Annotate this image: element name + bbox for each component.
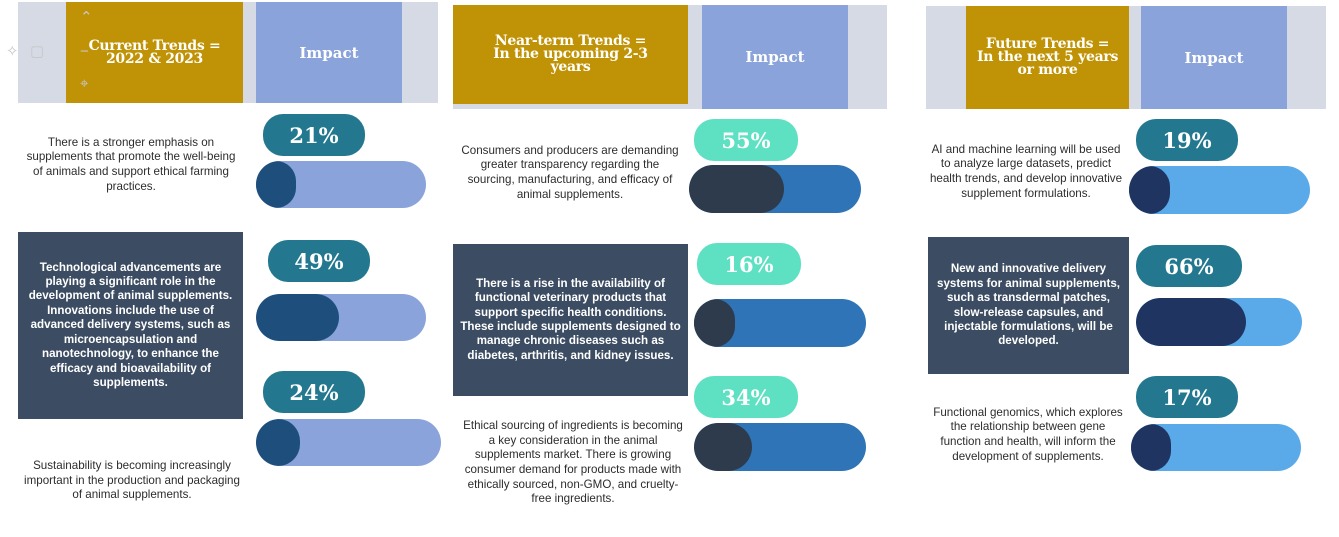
col2-item2-text: There is a rise in the availability of f… — [453, 244, 688, 396]
col3-header: Future Trends = In the next 5 years or m… — [966, 6, 1129, 109]
col1-item3-impact-bar — [256, 419, 441, 466]
col3-item2-impact-fill — [1136, 298, 1246, 346]
col1-item3-percent: 24% — [263, 371, 365, 413]
col2-item3-impact-fill — [694, 423, 753, 471]
col2-item2-impact-fill — [694, 299, 735, 347]
col3-item3-percent: 17% — [1136, 376, 1238, 418]
col3-item3-impact-bar — [1131, 424, 1301, 471]
col1-item2-impact-fill — [256, 294, 340, 341]
col1-item3-text: Sustainability is becoming increasingly … — [24, 459, 240, 502]
col1-item2-percent: 49% — [268, 240, 370, 282]
col2-item1-percent: 55% — [694, 119, 798, 161]
col2-item3-text: Ethical sourcing of ingredients is becom… — [463, 419, 683, 506]
col2-item3-impact-bar — [694, 423, 866, 471]
col2-item2-impact-bar — [694, 299, 866, 347]
col3-item3-impact-fill — [1131, 424, 1171, 471]
col3-item2-impact-bar — [1136, 298, 1302, 346]
col1-item2-impact-bar — [256, 294, 426, 341]
col3-item2-text: New and innovative delivery systems for … — [928, 237, 1129, 374]
col2-item1-impact-bar — [689, 165, 861, 213]
crop-icon[interactable]: ▢ — [30, 43, 45, 60]
col2-impact-header: Impact — [702, 5, 848, 109]
chevron-up-icon[interactable]: ⌃ — [80, 9, 93, 26]
col2-item1-impact-fill — [689, 165, 784, 213]
col2-item3-percent: 34% — [694, 376, 798, 418]
magic-wand-icon[interactable]: ✧ — [6, 43, 19, 60]
col1-item1-impact-fill — [256, 161, 296, 208]
col2-item2-percent: 16% — [697, 243, 801, 285]
col1-item1-text: There is a stronger emphasis on suppleme… — [26, 135, 236, 193]
col3-item1-impact-bar — [1129, 166, 1310, 214]
col1-impact-header: Impact — [256, 2, 402, 103]
col3-item1-percent: 19% — [1136, 119, 1238, 161]
col1-item1-impact-bar — [256, 161, 426, 208]
col1-item3-impact-fill — [256, 419, 301, 466]
col1-item1-percent: 21% — [263, 114, 365, 156]
col3-item1-text: AI and machine learning will be used to … — [929, 142, 1123, 200]
col3-item3-text: Functional genomics, which explores the … — [933, 405, 1123, 463]
col3-item1-impact-fill — [1129, 166, 1170, 214]
col2-item1-text: Consumers and producers are demanding gr… — [461, 143, 679, 201]
col1-header: Current Trends = 2022 & 2023 — [66, 2, 243, 103]
col1-item2-text: Technological advancements are playing a… — [18, 232, 243, 419]
col3-impact-header: Impact — [1141, 6, 1287, 109]
col2-header: Near-term Trends = In the upcoming 2-3 y… — [453, 5, 688, 104]
pin-icon[interactable]: ⌖ — [80, 75, 89, 92]
col3-item2-percent: 66% — [1136, 245, 1242, 287]
minus-icon[interactable]: − — [80, 43, 89, 60]
